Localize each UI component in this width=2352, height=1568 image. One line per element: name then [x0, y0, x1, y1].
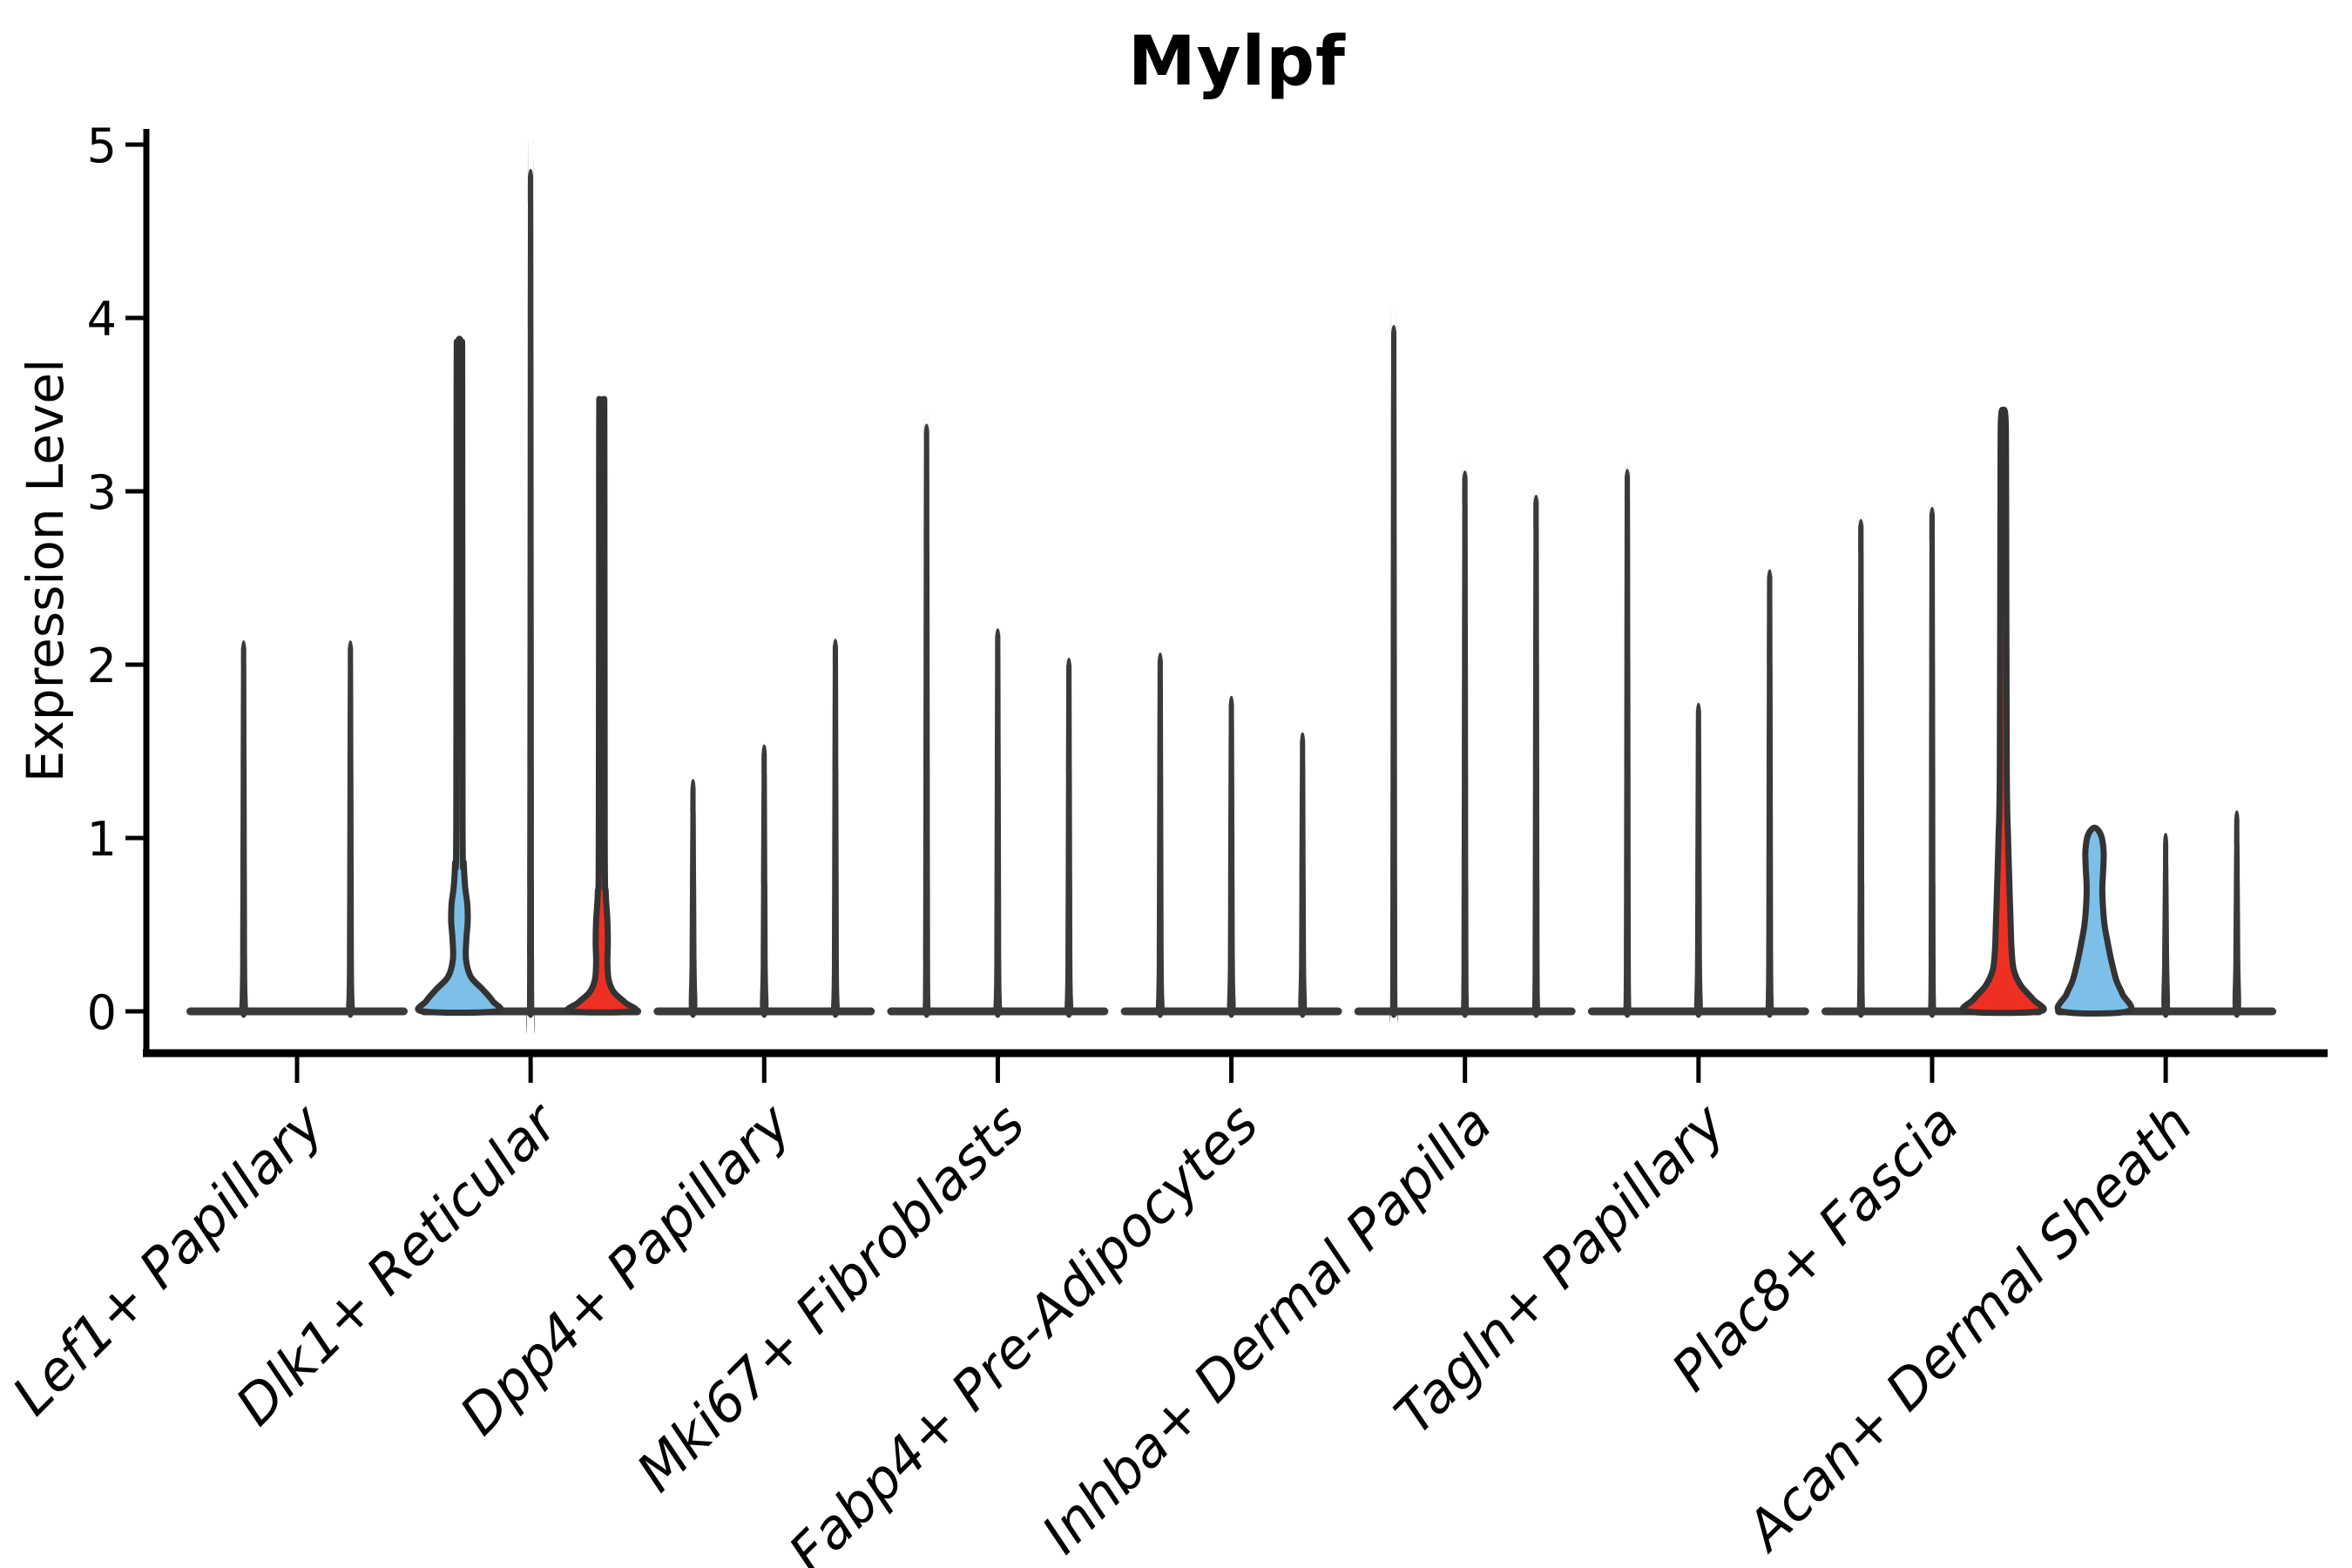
violin-spike — [760, 744, 769, 1018]
y-tick-label: 4 — [87, 292, 117, 347]
violin-spike — [831, 639, 840, 1018]
x-tick-label: Fabp4+ Pre-Adipocytes — [776, 1092, 1270, 1568]
violin-spike — [1856, 514, 1866, 1018]
violin-spike — [1227, 695, 1236, 1018]
violin-spike — [688, 779, 698, 1018]
violin-spike — [1928, 501, 1936, 1018]
violin-spike — [1693, 702, 1703, 1018]
violin-blue — [2054, 824, 2135, 1017]
violin-spike — [1531, 488, 1541, 1018]
violin-spike — [1460, 462, 1470, 1018]
violin-spike — [1064, 658, 1074, 1018]
violin-spike — [2161, 833, 2171, 1018]
y-tick-label: 0 — [87, 985, 117, 1040]
y-tick-label: 2 — [87, 639, 117, 693]
violin-spike — [1765, 568, 1774, 1018]
violin-spike — [526, 139, 536, 1034]
violin-blue — [415, 335, 504, 1016]
violin-red — [1959, 406, 2047, 1017]
violin-spike — [922, 412, 931, 1018]
y-tick-label: 3 — [87, 465, 117, 520]
violin-red — [564, 395, 639, 1016]
violin-spike — [239, 640, 248, 1018]
violin-spike — [1389, 306, 1398, 1024]
violin-spike — [346, 640, 355, 1018]
x-tick-label: Inhba+ Dermal Papilla — [1030, 1092, 1504, 1565]
x-tick-label: Mki67+ Fibroblasts — [625, 1092, 1037, 1504]
chart-title: Mylpf — [1128, 23, 1346, 101]
violin-spike — [993, 628, 1003, 1018]
y-tick-label: 5 — [87, 118, 117, 173]
violin-spike — [2232, 810, 2241, 1018]
violin-spike — [1298, 732, 1308, 1018]
x-tick-label: Acan+ Dermal Sheath — [1732, 1092, 2205, 1565]
violin-spike — [1155, 652, 1165, 1018]
y-tick-label: 1 — [87, 812, 117, 867]
violin-spike — [1623, 460, 1632, 1018]
